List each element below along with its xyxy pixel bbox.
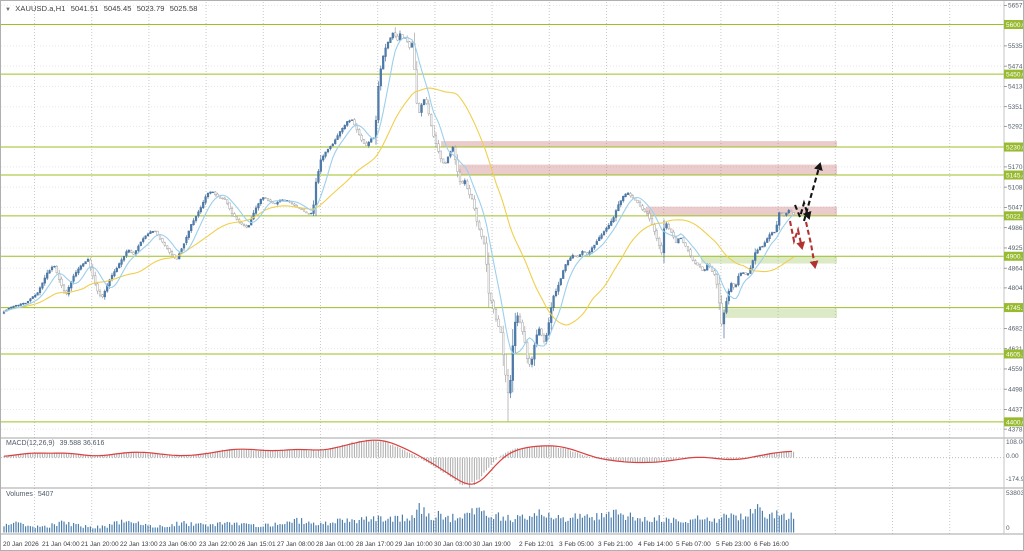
ohlc-high: 5045.45: [103, 4, 132, 13]
svg-text:5145.44: 5145.44: [1006, 172, 1024, 179]
svg-text:5108.80: 5108.80: [1008, 184, 1024, 191]
svg-text:5474.20: 5474.20: [1008, 63, 1024, 70]
svg-text:29 Jan 10:00: 29 Jan 10:00: [395, 541, 433, 548]
svg-text:4559.80: 4559.80: [1008, 366, 1024, 373]
volume-scale-min: 0: [1006, 525, 1010, 532]
chart-title: ▼ XAUUSD.a,H1 5041.51 5045.45 5023.79 50…: [5, 4, 198, 13]
svg-text:3 Feb 21:00: 3 Feb 21:00: [598, 541, 633, 548]
horizontal-gridlines: [1, 4, 1004, 430]
ohlc-open: 5041.51: [70, 4, 99, 13]
svg-text:2 Feb 12:01: 2 Feb 12:01: [519, 541, 554, 548]
black-up-arrow[interactable]: [802, 162, 823, 222]
svg-text:5450.00: 5450.00: [1006, 72, 1024, 79]
svg-text:4400.00: 4400.00: [1006, 419, 1024, 426]
price-level-labels: 5600.00 5450.00 5230.00 5145.44 5022.15 4900.…: [1004, 20, 1024, 427]
svg-text:5351.80: 5351.80: [1008, 104, 1024, 111]
svg-text:22 Jan 13:00: 22 Jan 13:00: [120, 541, 158, 548]
svg-text:5292.40: 5292.40: [1008, 124, 1024, 131]
time-axis[interactable]: [1, 534, 1024, 551]
supply-zone-1[interactable]: [441, 141, 837, 148]
svg-text:26 Jan 15:01: 26 Jan 15:01: [238, 541, 276, 548]
svg-text:5047.60: 5047.60: [1008, 205, 1024, 212]
svg-text:3 Feb 05:00: 3 Feb 05:00: [559, 541, 594, 548]
svg-text:28 Jan 01:00: 28 Jan 01:00: [316, 541, 354, 548]
svg-text:4900.12: 4900.12: [1006, 254, 1024, 261]
svg-text:30 Jan 03:00: 30 Jan 03:00: [434, 541, 472, 548]
svg-text:4605.10: 4605.10: [1006, 351, 1024, 358]
macd-scale-min: -174.904: [1006, 476, 1024, 483]
macd-pane: [1, 439, 1004, 488]
svg-text:4621.00: 4621.00: [1008, 346, 1024, 353]
time-axis-labels: 20 Jan 2026 21 Jan 04:00 21 Jan 20:00 22 Ja…: [3, 541, 789, 548]
price-axis-labels: 5657.80 5535.40 5474.20 5413.00 5351.80 5292.…: [1004, 3, 1024, 433]
moving-averages: [3, 36, 794, 355]
svg-text:4498.60: 4498.60: [1008, 386, 1024, 393]
symbol-timeframe-label: XAUUSD.a,H1: [15, 4, 66, 13]
macd-scale-zero: 0.00: [1006, 453, 1019, 460]
svg-text:5 Feb 23:00: 5 Feb 23:00: [716, 541, 751, 548]
svg-text:5 Feb 07:00: 5 Feb 07:00: [676, 541, 711, 548]
svg-text:21 Jan 20:00: 21 Jan 20:00: [81, 541, 119, 548]
ohlc-low: 5023.79: [136, 4, 165, 13]
svg-text:30 Jan 19:00: 30 Jan 19:00: [473, 541, 511, 548]
macd-scale-max: 108.068: [1006, 439, 1023, 446]
supply-zone-2[interactable]: [459, 164, 837, 176]
volumes-indicator-label: Volumes 5407: [6, 491, 54, 498]
svg-text:4682.20: 4682.20: [1008, 326, 1024, 333]
fast-ma-line: [3, 36, 794, 355]
svg-text:5230.00: 5230.00: [1006, 144, 1024, 151]
pane-separators: [1, 1, 1023, 535]
svg-text:4378.00: 4378.00: [1008, 426, 1024, 433]
svg-text:4804.60: 4804.60: [1008, 285, 1024, 292]
red-zigzag-arrow[interactable]: [788, 220, 806, 250]
svg-text:5600.00: 5600.00: [1006, 22, 1024, 29]
demand-zone-1[interactable]: [701, 256, 837, 264]
demand-zone-2[interactable]: [724, 308, 837, 318]
svg-text:21 Jan 04:00: 21 Jan 04:00: [42, 541, 80, 548]
level-lines: [1, 24, 1004, 423]
svg-text:27 Jan 08:00: 27 Jan 08:00: [277, 541, 315, 548]
macd-values: 39.588 36.616: [59, 440, 105, 447]
svg-text:4864.00: 4864.00: [1008, 265, 1024, 272]
volumes-pane: [3, 503, 795, 533]
supply-zone-3[interactable]: [646, 206, 837, 216]
svg-text:4437.40: 4437.40: [1008, 407, 1024, 414]
svg-text:4745.18: 4745.18: [1006, 305, 1024, 312]
svg-text:5022.15: 5022.15: [1006, 213, 1024, 220]
price-axis[interactable]: [1004, 1, 1024, 534]
svg-text:5535.40: 5535.40: [1008, 43, 1024, 50]
svg-text:5170.00: 5170.00: [1008, 164, 1024, 171]
ohlc-close: 5025.58: [169, 4, 198, 13]
macd-signal-line: [3, 439, 793, 485]
svg-text:4925.20: 4925.20: [1008, 245, 1024, 252]
svg-text:6 Feb 16:00: 6 Feb 16:00: [754, 541, 789, 548]
svg-text:4986.40: 4986.40: [1008, 225, 1024, 232]
zones-layer: [441, 141, 837, 318]
svg-text:4 Feb 14:00: 4 Feb 14:00: [638, 541, 673, 548]
svg-text:20 Jan 2026: 20 Jan 2026: [3, 541, 39, 548]
svg-text:5413.00: 5413.00: [1008, 84, 1024, 91]
volume-scale-max: 53803: [1006, 490, 1024, 497]
svg-text:5657.80: 5657.80: [1008, 3, 1024, 10]
volumes-value: 5407: [37, 491, 54, 498]
svg-text:23 Jan 22:00: 23 Jan 22:00: [199, 541, 237, 548]
svg-text:28 Jan 17:00: 28 Jan 17:00: [356, 541, 394, 548]
slow-ma-line: [3, 87, 794, 326]
svg-text:23 Jan 06:00: 23 Jan 06:00: [159, 541, 197, 548]
collapse-chart-icon[interactable]: ▼: [5, 7, 12, 13]
macd-indicator-label: MACD(12,26,9) 39.588 36.616: [6, 440, 105, 447]
